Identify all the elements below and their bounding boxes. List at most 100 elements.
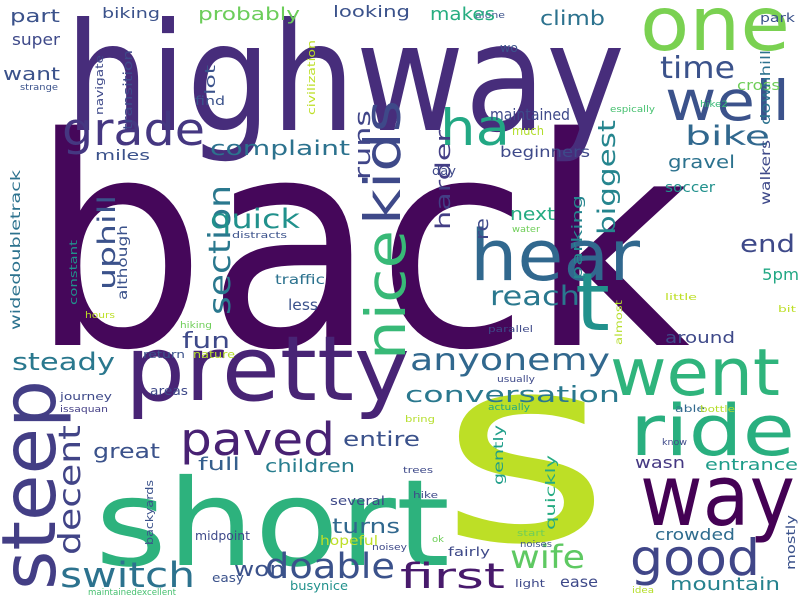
- word: navigate: [93, 55, 106, 115]
- word: part: [10, 6, 60, 27]
- word: wife: [510, 538, 585, 576]
- word: several: [330, 494, 385, 508]
- word: won: [234, 557, 285, 581]
- word: steep: [0, 380, 73, 590]
- word: wo: [500, 41, 518, 55]
- word: hike2: [700, 100, 728, 110]
- word: good: [630, 529, 760, 587]
- word: climb: [540, 6, 605, 30]
- word: s: [440, 300, 610, 600]
- word: fun: [182, 329, 230, 354]
- word: cross: [737, 78, 780, 94]
- word: well: [665, 69, 790, 133]
- word: steady: [12, 348, 115, 376]
- word: maintainedexcellent: [88, 588, 176, 598]
- word: great: [93, 439, 160, 463]
- word: section: [203, 185, 238, 315]
- word: little: [665, 293, 698, 303]
- word: want: [3, 64, 60, 85]
- word: biggest: [593, 120, 621, 235]
- word: nature: [193, 348, 235, 361]
- word: gravel: [668, 152, 735, 173]
- word: children: [265, 456, 355, 477]
- word: lot: [203, 64, 219, 95]
- word: quickly: [544, 455, 559, 530]
- word: turns: [332, 514, 400, 538]
- word: runs: [351, 110, 376, 180]
- word: midpoint: [195, 529, 250, 543]
- word: day: [432, 164, 456, 178]
- word: biking: [102, 6, 160, 22]
- word: find: [195, 94, 225, 108]
- word: return: [143, 348, 185, 361]
- word: almost: [614, 300, 625, 345]
- word: much: [512, 124, 544, 138]
- word: bottle: [700, 405, 736, 415]
- word: highway: [65, 0, 625, 166]
- word: hear: [470, 215, 640, 297]
- word: although: [116, 225, 131, 300]
- word: super: [12, 30, 60, 49]
- word: short: [95, 455, 450, 594]
- word: less: [288, 296, 318, 314]
- word: light: [515, 577, 546, 590]
- word: water: [512, 225, 540, 235]
- word: uphill: [93, 195, 121, 290]
- word: mostly: [784, 515, 798, 570]
- word: areas: [150, 384, 188, 398]
- word: bit: [778, 305, 797, 315]
- word: quick: [210, 204, 300, 235]
- word: end: [740, 230, 795, 258]
- word: grade: [62, 103, 205, 156]
- word: alone: [475, 11, 506, 21]
- word: nice: [354, 230, 418, 360]
- word: decent: [53, 425, 88, 555]
- word: trees: [403, 466, 433, 476]
- word: know: [662, 438, 687, 448]
- word: pretty: [125, 317, 410, 422]
- word: complaint: [210, 136, 350, 160]
- word: back: [30, 77, 690, 414]
- word: fairly: [448, 545, 490, 559]
- word: conversation: [405, 383, 620, 408]
- word: parking: [570, 195, 586, 280]
- word: probably: [198, 4, 300, 25]
- word: miles: [95, 148, 150, 164]
- word: idea: [632, 586, 654, 596]
- word: doable: [265, 547, 395, 587]
- word: ease: [560, 573, 598, 591]
- word: issaquan: [60, 405, 108, 415]
- word: wasn: [635, 453, 685, 472]
- word: switch: [60, 556, 195, 596]
- word: entrance: [705, 455, 798, 474]
- word: full: [198, 454, 240, 475]
- word: time: [660, 51, 735, 86]
- word: backyards: [143, 480, 156, 545]
- word: widedoubletrack: [9, 169, 24, 330]
- word: walkers: [759, 140, 774, 205]
- word: anyonemy: [410, 343, 610, 378]
- word: espically: [610, 105, 656, 115]
- word: next: [510, 204, 555, 225]
- word: first: [400, 557, 505, 597]
- word: hiking: [180, 321, 212, 331]
- word: mountain: [670, 574, 780, 595]
- word: beginners: [500, 143, 590, 161]
- word: maintained: [490, 105, 570, 124]
- word: constant: [67, 239, 80, 305]
- word: entire: [343, 427, 420, 451]
- word: way: [640, 447, 795, 546]
- word: hike: [413, 491, 439, 501]
- word: journey: [59, 390, 113, 403]
- word: start: [517, 529, 546, 539]
- word: soccer: [665, 180, 715, 196]
- word: distracts: [232, 231, 287, 241]
- word: re: [472, 218, 493, 240]
- word: makes: [430, 4, 495, 25]
- word: harder: [431, 129, 455, 230]
- word: reach: [490, 281, 580, 312]
- word: usually: [497, 375, 536, 385]
- word: ha: [440, 99, 510, 157]
- word: traffic: [275, 273, 325, 288]
